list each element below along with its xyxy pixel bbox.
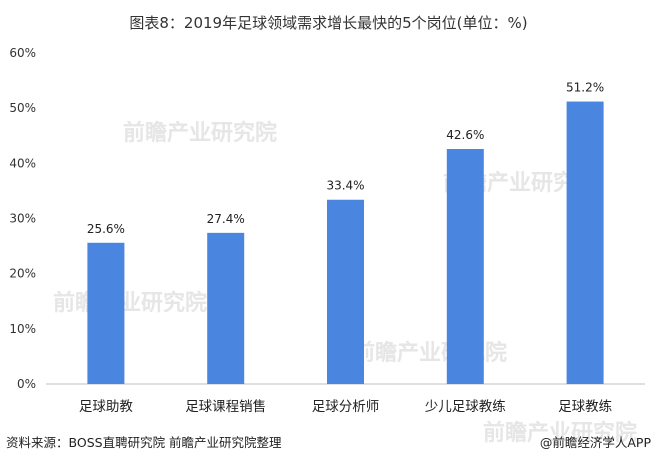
data-label: 33.4% [326, 179, 364, 193]
data-label: 27.4% [207, 212, 245, 226]
y-tick-label: 40% [9, 156, 36, 170]
bar [327, 199, 364, 384]
watermark: 前瞻产业研究院 [123, 120, 277, 146]
x-tick-label: 少儿足球教练 [425, 399, 506, 415]
watermark: 前瞻产业研究院 [53, 290, 207, 316]
bar [207, 232, 245, 384]
source-note: 资料来源：BOSS直聘研究院 前瞻产业研究院整理 [6, 435, 282, 450]
x-tick-label: 足球助教 [79, 399, 133, 415]
data-label: 42.6% [446, 128, 484, 142]
y-tick-label: 10% [9, 322, 36, 336]
bar [87, 242, 125, 384]
x-tick-label: 足球课程销售 [185, 399, 266, 415]
y-tick-label: 30% [9, 212, 36, 226]
bar [566, 101, 604, 385]
chart-title: 图表8：2019年足球领域需求增长最快的5个岗位(单位：%) [129, 14, 528, 32]
y-tick-label: 60% [9, 46, 36, 60]
x-tick-label: 足球教练 [558, 399, 612, 415]
data-label: 51.2% [566, 81, 604, 95]
x-tick-label: 足球分析师 [312, 399, 380, 415]
watermark: 前瞻产业研究院 [353, 340, 507, 366]
bar [446, 148, 484, 384]
data-label: 25.6% [87, 222, 125, 236]
y-tick-label: 0% [17, 377, 36, 391]
y-tick-label: 50% [9, 101, 36, 115]
watermark: 前瞻产业研究院 [483, 420, 637, 446]
credit-note: @前瞻经济学人APP [539, 435, 651, 450]
y-tick-label: 20% [9, 267, 36, 281]
